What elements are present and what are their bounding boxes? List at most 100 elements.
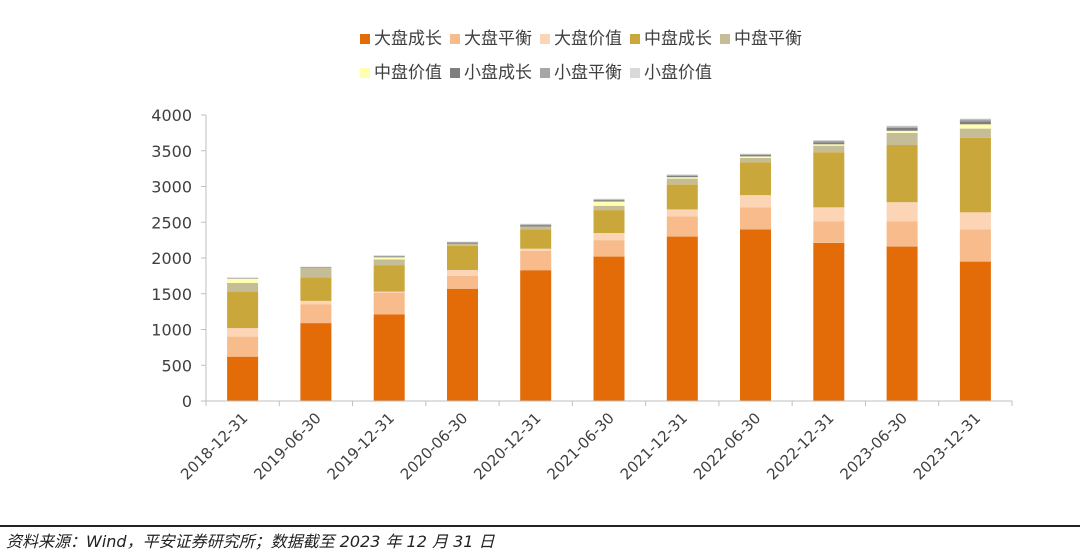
bar-segment [300, 323, 332, 401]
bar-segment [593, 198, 625, 200]
bar-segment [813, 140, 845, 143]
x-tick-label: 2023-12-31 [910, 409, 984, 483]
bar-segment [447, 243, 478, 246]
bar-segment [740, 195, 771, 208]
x-tick-label: 2019-12-31 [324, 409, 398, 483]
legend-item: 大盘价值 [540, 29, 622, 49]
legend-label: 大盘价值 [554, 29, 622, 49]
bar-segment [959, 229, 991, 262]
legend-swatch [630, 68, 640, 78]
bar-segment [813, 145, 845, 153]
bar-segment [959, 128, 991, 138]
bar-segment [373, 291, 405, 293]
x-axis: 2018-12-312019-06-302019-12-312020-06-30… [177, 400, 1013, 483]
bar-segment [666, 236, 698, 401]
bar-segment [447, 241, 478, 243]
bar-segment [666, 178, 698, 185]
bar-stack [593, 198, 625, 401]
y-tick-label: 500 [161, 356, 192, 375]
bar-segment [227, 283, 259, 292]
legend-item: 小盘价值 [630, 63, 712, 83]
bar-stack [666, 174, 698, 401]
bar-segment [447, 245, 478, 271]
bar-segment [886, 127, 918, 131]
legend-item: 中盘平衡 [720, 29, 802, 49]
bar-segment [373, 255, 405, 257]
bar-segment [300, 300, 332, 305]
bar-segment [373, 256, 405, 258]
legend-item: 小盘成长 [450, 63, 532, 83]
legend-swatch [540, 34, 550, 44]
bar-segment [666, 184, 698, 210]
bar-segment [227, 278, 259, 279]
bar-stack [959, 118, 991, 401]
legend-swatch [630, 34, 640, 44]
bar-segment [813, 207, 845, 222]
bar-segment [740, 207, 771, 230]
bar-segment [593, 200, 625, 202]
bar-segment [227, 336, 259, 357]
bar-segment [520, 224, 552, 226]
bar-segment [593, 205, 625, 211]
bar-segment [227, 278, 259, 283]
bars [227, 118, 991, 401]
x-tick-label: 2023-06-30 [837, 409, 911, 483]
bar-segment [886, 246, 918, 401]
bar-segment [666, 177, 698, 179]
y-tick-label: 1500 [151, 285, 192, 304]
bar-segment [300, 268, 332, 278]
x-tick-label: 2022-12-31 [763, 409, 837, 483]
bar-segment [300, 266, 332, 268]
legend-label: 中盘平衡 [734, 29, 802, 49]
bar-segment [959, 118, 991, 120]
legend-swatch [450, 34, 460, 44]
bar-segment [666, 175, 698, 176]
legend-swatch [540, 68, 550, 78]
bar-segment [227, 291, 259, 329]
bar-stack [740, 153, 771, 401]
legend-label: 中盘价值 [374, 63, 442, 83]
bar-segment [373, 265, 405, 292]
bar-segment [593, 233, 625, 241]
footer-rule [0, 525, 1080, 527]
bar-segment [959, 261, 991, 401]
bar-segment [959, 119, 991, 122]
bar-segment [447, 270, 478, 276]
bar-segment [520, 223, 552, 225]
bar-segment [373, 255, 405, 256]
legend-swatch [360, 34, 370, 44]
bar-segment [520, 250, 552, 271]
x-tick-label: 2018-12-31 [177, 409, 251, 483]
bar-stack [227, 277, 259, 401]
bar-segment [959, 124, 991, 129]
legend-label: 小盘平衡 [554, 63, 622, 83]
y-tick-label: 4000 [151, 106, 192, 125]
bar-segment [740, 229, 771, 401]
y-tick-label: 2000 [151, 249, 192, 268]
bar-segment [447, 288, 478, 401]
bar-segment [447, 242, 478, 244]
bar-segment [520, 229, 552, 249]
x-tick-label: 2019-06-30 [250, 409, 324, 483]
bar-segment [740, 153, 771, 155]
bar-segment [740, 157, 771, 163]
legend-label: 小盘价值 [644, 63, 712, 83]
bar-segment [520, 270, 552, 401]
footer-source: 资料来源：Wind，平安证券研究所；数据截至 2023 年 12 月 31 日 [6, 532, 495, 551]
bar-segment [666, 175, 698, 178]
bar-segment [520, 248, 552, 251]
x-tick-label: 2020-06-30 [397, 409, 471, 483]
bar-segment [300, 304, 332, 324]
bar-segment [813, 243, 845, 401]
bar-stack [886, 125, 918, 401]
bar-segment [886, 221, 918, 247]
bar-stack [300, 266, 332, 401]
bar-segment [886, 130, 918, 133]
x-tick-label: 2022-06-30 [690, 409, 764, 483]
bar-segment [373, 314, 405, 401]
bar-segment [886, 132, 918, 146]
bar-segment [959, 212, 991, 230]
bar-segment [740, 162, 771, 196]
bar-stack [813, 140, 845, 401]
